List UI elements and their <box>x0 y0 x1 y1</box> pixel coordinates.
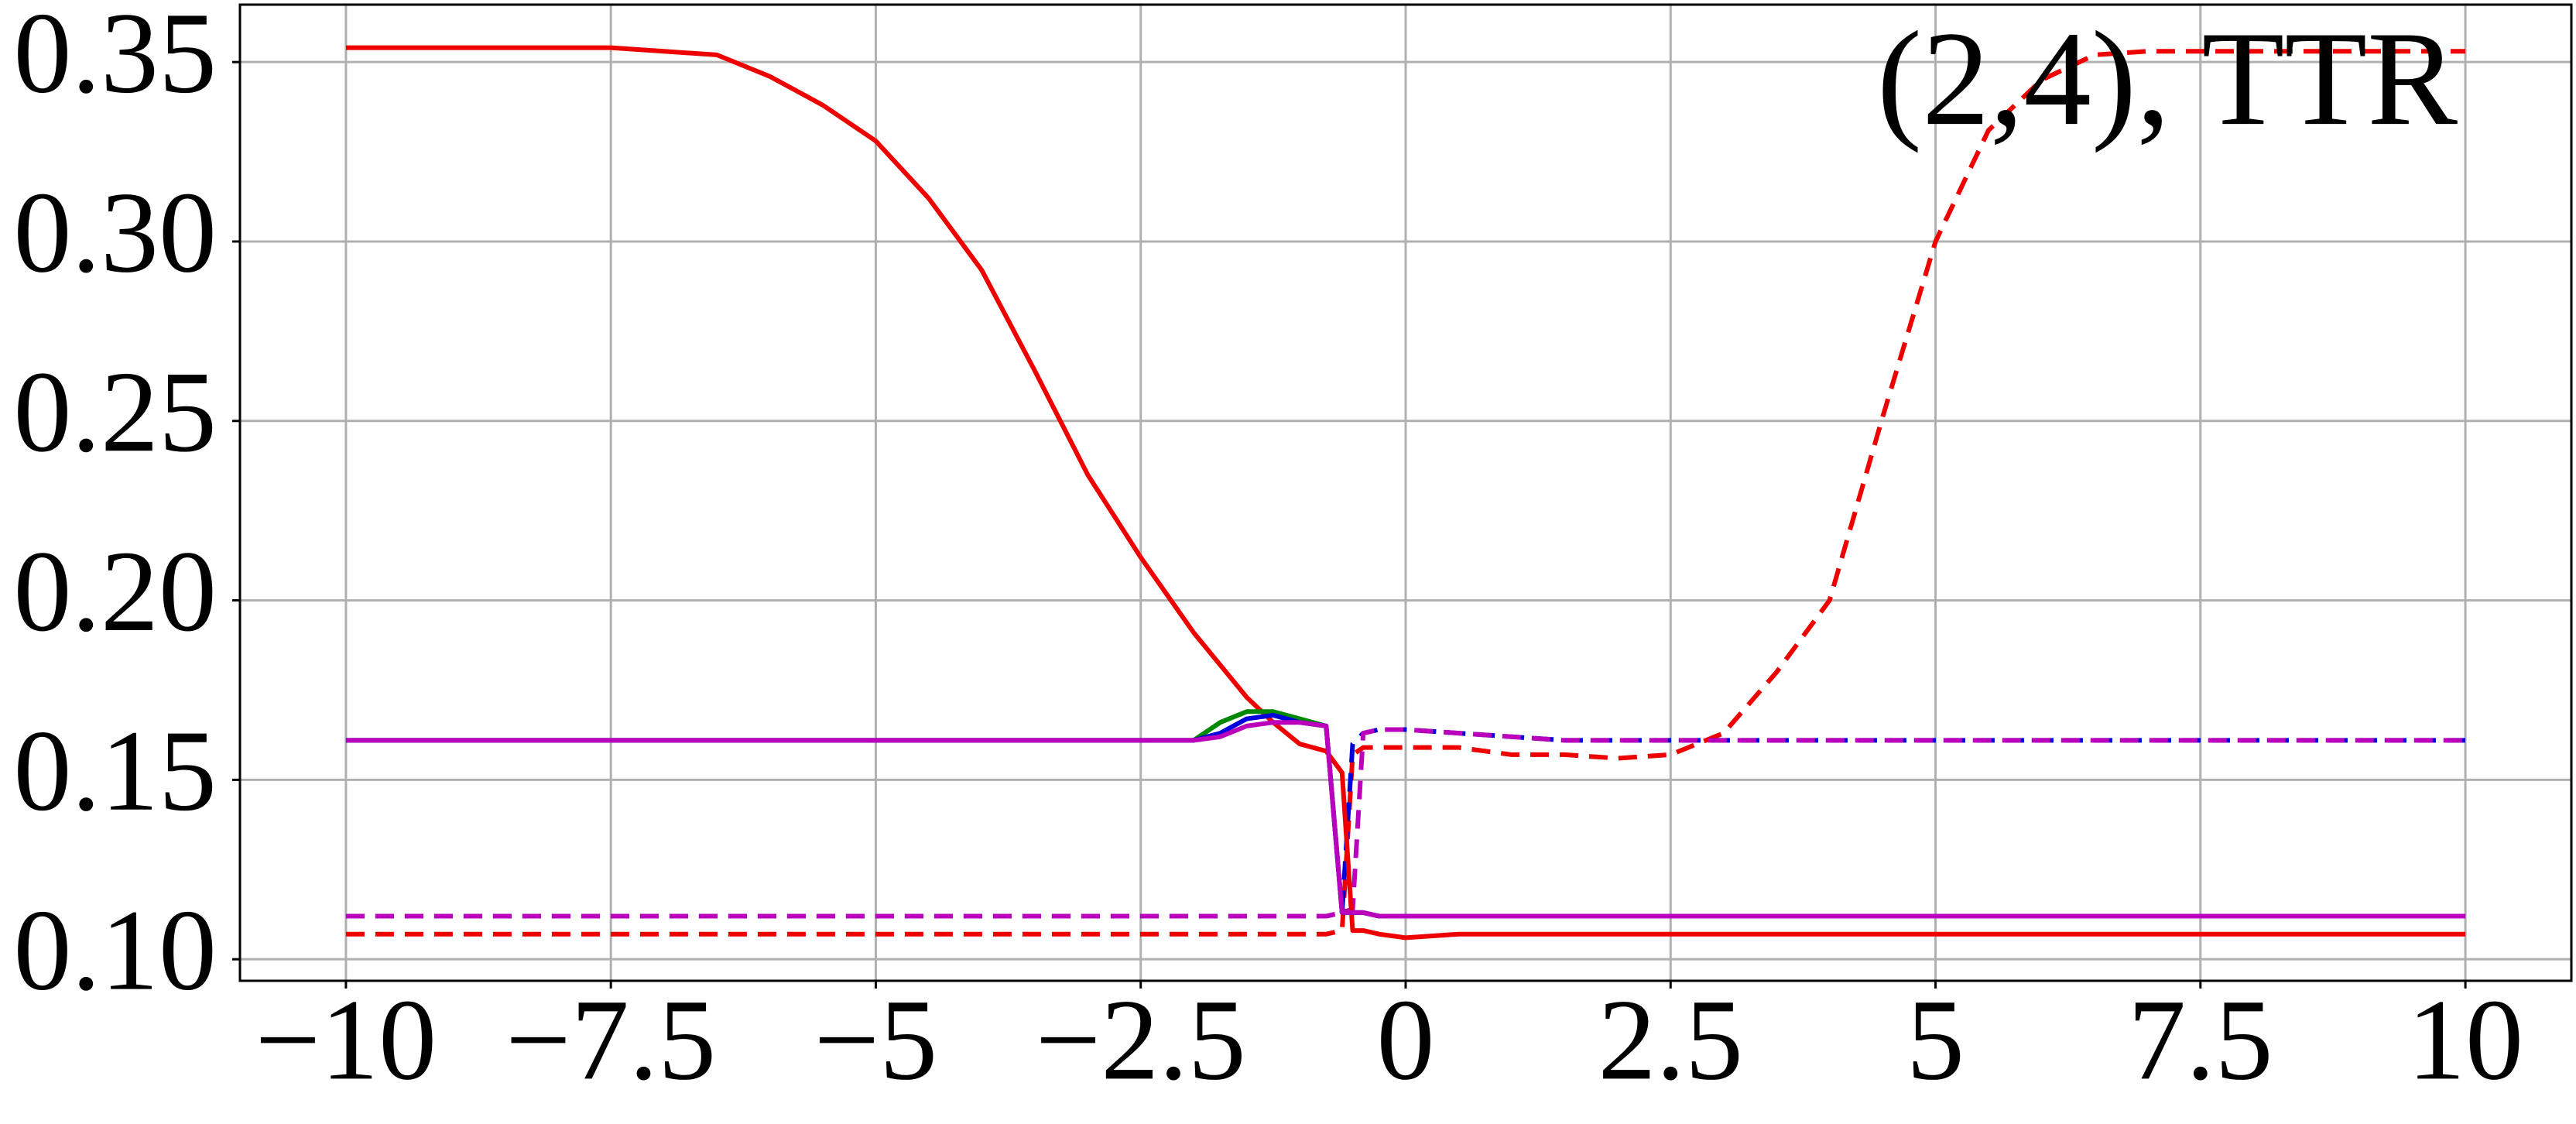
lines <box>345 45 2466 941</box>
x-tick-label: 0 <box>1377 975 1435 1104</box>
x-tick-label: 5 <box>1906 975 1965 1104</box>
y-tick-label: 0.30 <box>14 168 218 296</box>
y-tick-label: 0.35 <box>14 0 218 118</box>
x-tick-label: 10 <box>2407 975 2523 1104</box>
grid <box>240 5 2571 981</box>
x-tick-label: −7.5 <box>505 975 716 1104</box>
annotation: (2,4), TTR <box>1877 3 2458 153</box>
line-series <box>345 45 2466 941</box>
x-tick-label: −2.5 <box>1036 975 1246 1104</box>
y-tick-label: 0.25 <box>14 348 218 476</box>
y-tick-label: 0.10 <box>14 886 218 1015</box>
y-tick-label: 0.20 <box>14 527 218 656</box>
y-tick-label: 0.15 <box>14 707 218 835</box>
x-tick-label: −10 <box>255 975 437 1104</box>
x-tick-label: 2.5 <box>1598 975 1744 1104</box>
x-tick-label: −5 <box>814 975 938 1104</box>
x-tick-label: 7.5 <box>2128 975 2273 1104</box>
line-series <box>345 720 2466 919</box>
